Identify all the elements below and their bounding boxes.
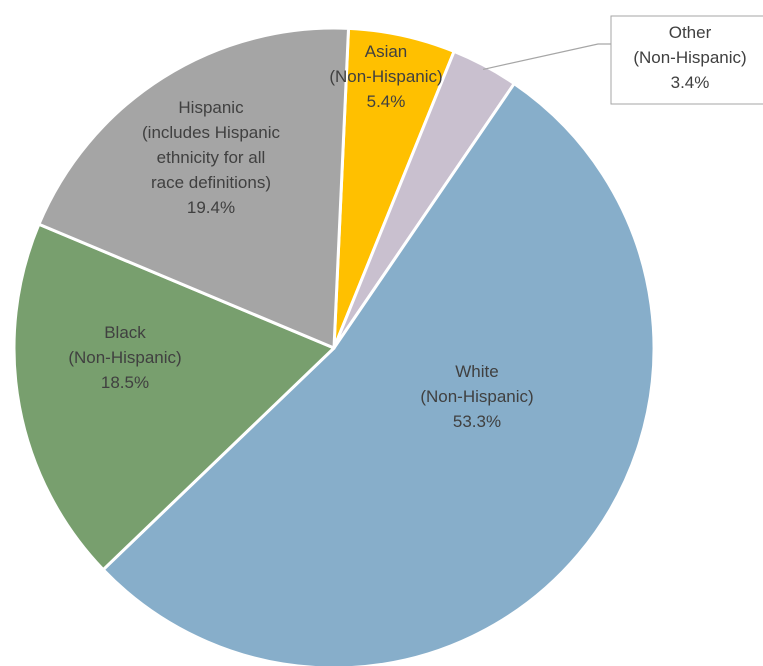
- category-label-white: White: [455, 362, 498, 381]
- callout-box-other: [610, 15, 763, 105]
- data-label-white: White (Non-Hispanic) 53.3%: [420, 362, 533, 431]
- value-label-black: 18.5%: [101, 373, 149, 392]
- category-label-hispanic: race definitions): [151, 173, 271, 192]
- category-label-other: (Non-Hispanic): [633, 48, 746, 67]
- slice-hispanic: [37, 26, 351, 350]
- slice-white: [101, 82, 656, 666]
- category-label-asian: (Non-Hispanic): [329, 67, 442, 86]
- data-label-black: Black (Non-Hispanic) 18.5%: [68, 323, 181, 392]
- value-label-other: 3.4%: [671, 73, 710, 92]
- data-label-other: Other (Non-Hispanic) 3.4%: [633, 23, 746, 92]
- value-label-white: 53.3%: [453, 412, 501, 431]
- category-label-black: (Non-Hispanic): [68, 348, 181, 367]
- category-label-hispanic: ethnicity for all: [157, 148, 266, 167]
- category-label-hispanic: Hispanic: [178, 98, 244, 117]
- pie-callouts: [482, 15, 763, 105]
- category-label-black: Black: [104, 323, 146, 342]
- pie-labels: Asian (Non-Hispanic) 5.4% Other (Non-Hispani…: [68, 23, 746, 431]
- value-label-asian: 5.4%: [367, 92, 406, 111]
- category-label-hispanic: (includes Hispanic: [142, 123, 280, 142]
- category-label-white: (Non-Hispanic): [420, 387, 533, 406]
- value-label-hispanic: 19.4%: [187, 198, 235, 217]
- callout-leader-other: [482, 43, 611, 70]
- data-label-hispanic: Hispanic (includes Hispanic ethnicity for …: [142, 98, 280, 217]
- category-label-other: Other: [669, 23, 712, 42]
- data-label-asian: Asian (Non-Hispanic) 5.4%: [329, 42, 442, 111]
- category-label-asian: Asian: [365, 42, 408, 61]
- slice-black: [12, 222, 336, 572]
- pie-slices: [12, 26, 656, 666]
